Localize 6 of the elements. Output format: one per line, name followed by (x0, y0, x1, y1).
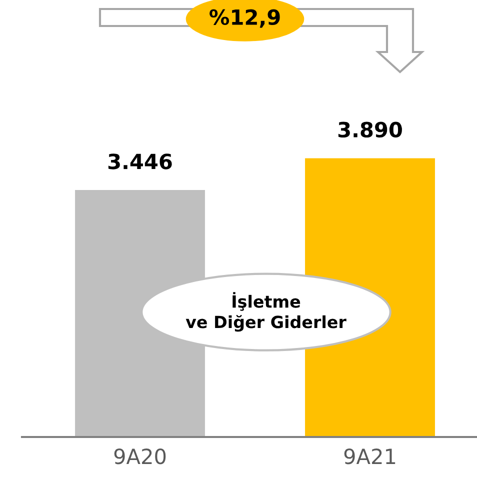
data-label: 3.446 (108, 154, 172, 170)
x-tick-label: 9A20 (114, 448, 166, 464)
data-label: 3.890 (338, 122, 402, 138)
annotation: İşletme ve Diğer Giderler (186, 292, 346, 332)
text: %12,9 (210, 9, 280, 28)
x-tick-label: 9A21 (344, 448, 396, 464)
